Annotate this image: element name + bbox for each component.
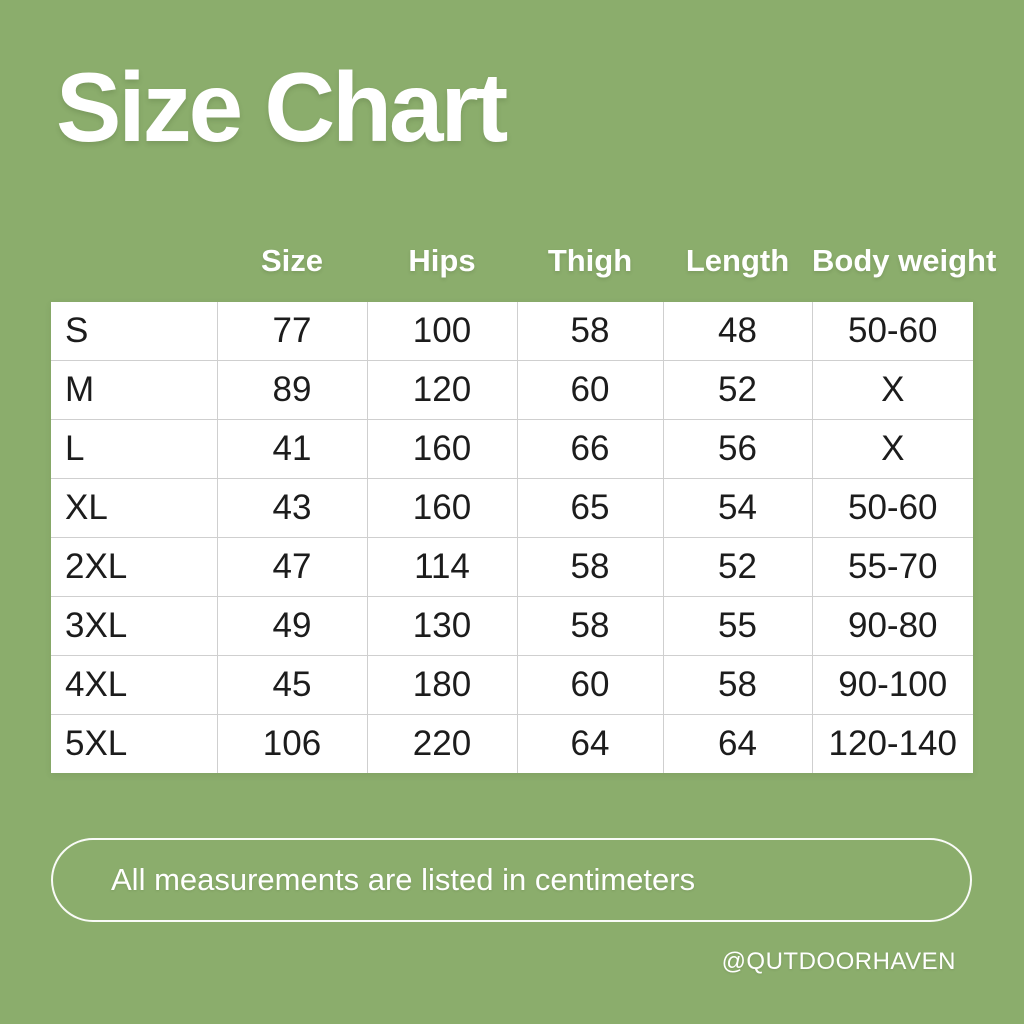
table-cell: 160	[366, 478, 518, 538]
table-row: 2XL 47 114 58 52 55-70	[50, 537, 974, 597]
units-note-pill: All measurements are listed in centimete…	[51, 838, 972, 922]
table-cell: 58	[516, 301, 664, 361]
row-label: S	[50, 301, 218, 361]
brand-handle: @QUTDOORHAVEN	[721, 948, 956, 975]
table-cell: 77	[216, 301, 368, 361]
column-header-size: Size	[260, 243, 324, 278]
table-cell: 55	[662, 596, 813, 656]
table-cell: 56	[662, 419, 813, 479]
column-header-thigh: Thigh	[547, 243, 633, 278]
column-header-body-weight: Body weight	[812, 243, 997, 278]
table-cell: 65	[516, 478, 664, 538]
table-header-row: Size Hips Thigh Length Body weight	[51, 236, 997, 286]
units-note-text: All measurements are listed in centimete…	[111, 862, 696, 897]
table-cell: 45	[216, 655, 368, 715]
table-cell: 180	[366, 655, 518, 715]
table-row: 4XL 45 180 60 58 90-100	[50, 655, 974, 715]
table-cell: 50-60	[811, 301, 974, 361]
table-row: M 89 120 60 52 X	[50, 360, 974, 420]
table-cell: 49	[216, 596, 368, 656]
table-cell: 90-80	[811, 596, 974, 656]
table-row: XL 43 160 65 54 50-60	[50, 478, 974, 538]
table-cell: 90-100	[811, 655, 974, 715]
table-cell: 64	[516, 714, 664, 774]
table-cell: 160	[366, 419, 518, 479]
row-label: XL	[50, 478, 218, 538]
table-cell: 120	[366, 360, 518, 420]
table-cell: 55-70	[811, 537, 974, 597]
table-cell: 52	[662, 537, 813, 597]
table-cell: 54	[662, 478, 813, 538]
table-cell: 58	[662, 655, 813, 715]
row-label: 2XL	[50, 537, 218, 597]
table-cell: 48	[662, 301, 813, 361]
table-row: L 41 160 66 56 X	[50, 419, 974, 479]
row-label: L	[50, 419, 218, 479]
table-cell: 130	[366, 596, 518, 656]
table-cell: 100	[366, 301, 518, 361]
row-label: M	[50, 360, 218, 420]
table-cell: X	[811, 419, 974, 479]
table-cell: 89	[216, 360, 368, 420]
table-cell: 47	[216, 537, 368, 597]
table-cell: 60	[516, 655, 664, 715]
row-label: 5XL	[50, 714, 218, 774]
table-cell: 114	[366, 537, 518, 597]
table-cell: 66	[516, 419, 664, 479]
table-cell: X	[811, 360, 974, 420]
table-cell: 120-140	[811, 714, 974, 774]
page-title: Size Chart	[56, 52, 508, 162]
table-row: 5XL 106 220 64 64 120-140	[50, 714, 974, 774]
row-label: 3XL	[50, 596, 218, 656]
size-table: S 77 100 58 48 50-60 M 89 120 60 52 X L …	[50, 301, 974, 774]
table-cell: 60	[516, 360, 664, 420]
table-cell: 106	[216, 714, 368, 774]
table-cell: 64	[662, 714, 813, 774]
table-cell: 58	[516, 537, 664, 597]
column-header-hips: Hips	[408, 243, 476, 278]
table-cell: 58	[516, 596, 664, 656]
table-cell: 52	[662, 360, 813, 420]
table-row: S 77 100 58 48 50-60	[50, 301, 974, 361]
row-label: 4XL	[50, 655, 218, 715]
column-header-length: Length	[685, 243, 790, 278]
table-row: 3XL 49 130 58 55 90-80	[50, 596, 974, 656]
table-cell: 220	[366, 714, 518, 774]
table-cell: 41	[216, 419, 368, 479]
table-cell: 50-60	[811, 478, 974, 538]
table-cell: 43	[216, 478, 368, 538]
